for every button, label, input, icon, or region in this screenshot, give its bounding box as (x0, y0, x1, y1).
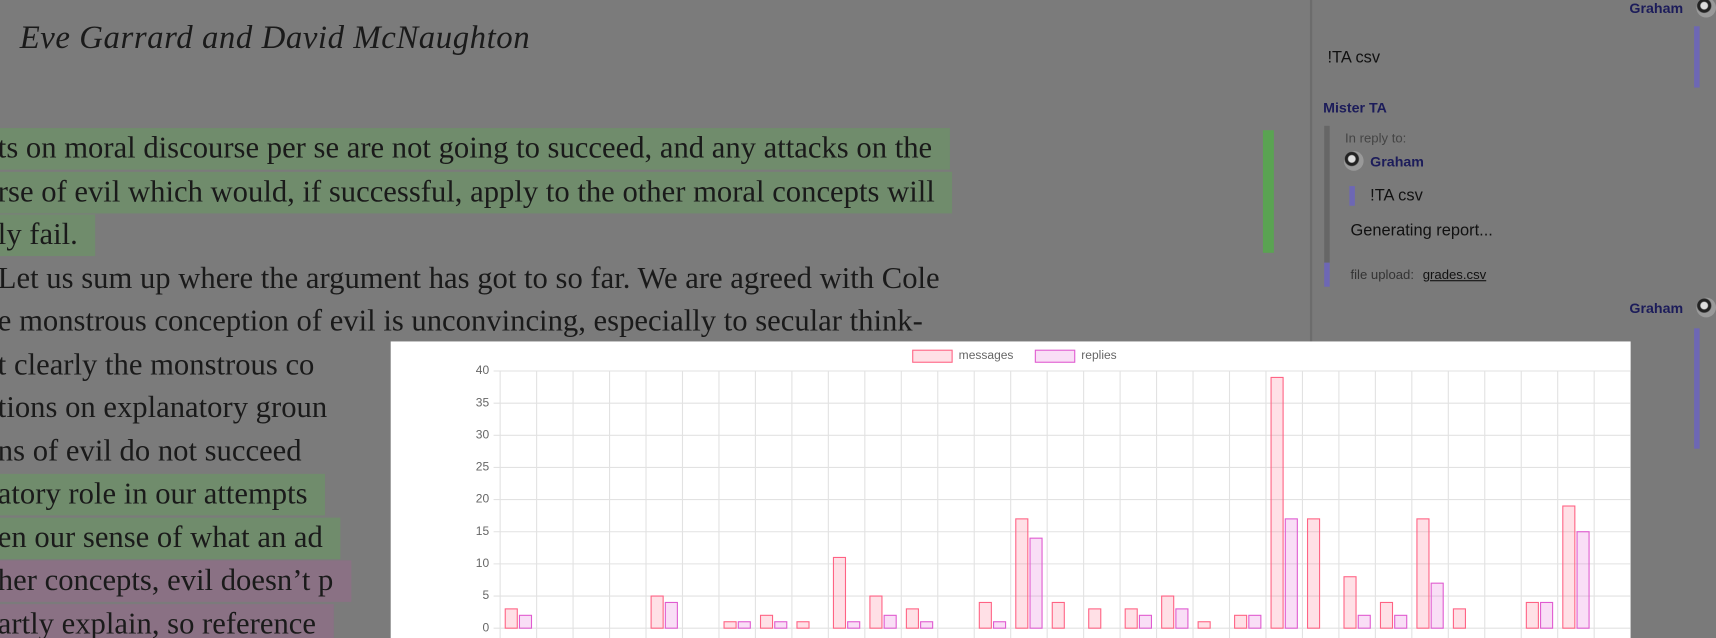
y-tick-label: 5 (483, 588, 490, 602)
bar (664, 601, 678, 629)
bar (1343, 576, 1357, 629)
message-bar (1694, 328, 1700, 449)
text-line: t clearly the monstrous co (0, 347, 315, 382)
bar (518, 614, 533, 629)
bar (883, 614, 897, 629)
legend-swatch (1034, 349, 1076, 363)
text-line: en our sense of what an ad (0, 517, 341, 559)
legend-swatch (912, 349, 953, 363)
text-line: Let us sum up where the argument has got… (0, 261, 940, 295)
bar (1357, 614, 1371, 629)
bar (978, 601, 992, 629)
text-line: ts on moral discourse per se are not goi… (0, 128, 950, 170)
avatar[interactable] (1696, 297, 1716, 318)
bar (1379, 601, 1394, 629)
bar (1416, 518, 1430, 629)
bar (1394, 614, 1408, 629)
bar (1124, 608, 1138, 629)
bar (1029, 537, 1043, 629)
bar (737, 621, 751, 629)
bar (1248, 614, 1262, 629)
bar (993, 621, 1007, 629)
file-label: file upload: (1350, 267, 1415, 283)
bar (1088, 608, 1102, 629)
bar (1525, 601, 1539, 629)
author[interactable]: Mister TA (1323, 99, 1387, 117)
avatar[interactable] (1696, 0, 1716, 18)
reply-author[interactable]: Graham (1370, 153, 1424, 170)
bar (759, 614, 774, 629)
bar (1306, 518, 1321, 629)
bar (920, 621, 934, 629)
y-tick-label: 0 (483, 620, 490, 634)
highlight-marker (1262, 130, 1274, 253)
y-tick-label: 25 (476, 460, 490, 474)
bar (1576, 531, 1590, 629)
bar (1284, 518, 1298, 629)
bar (1197, 621, 1211, 629)
bar (650, 595, 664, 629)
y-tick-label: 20 (476, 492, 490, 506)
text-line: e monstrous conception of evil is unconv… (0, 304, 923, 339)
bar (1161, 595, 1175, 629)
bar (723, 621, 737, 629)
bar (1270, 376, 1284, 629)
legend-label: messages (959, 348, 1014, 362)
bar (1452, 608, 1466, 629)
bar (1430, 582, 1444, 629)
bar (1138, 614, 1153, 629)
file-link[interactable]: grades.csv (1422, 267, 1487, 283)
bar (774, 621, 788, 629)
text-line: ly fail. (0, 214, 96, 257)
y-tick-label: 30 (476, 427, 490, 441)
text-line: artly explain, so reference (0, 603, 334, 638)
y-tick-label: 10 (476, 556, 490, 570)
text-line: her concepts, evil doesn’t p (0, 560, 351, 602)
bar (869, 595, 883, 629)
chart: 0 5 10 15 20 25 30 35 40 messages replies (476, 348, 1631, 638)
bar (504, 608, 518, 629)
reply-label: In reply to: (1345, 130, 1407, 146)
reply-bar (1324, 125, 1330, 263)
bar (1051, 601, 1065, 629)
message-bar (1694, 26, 1700, 88)
doc-title: Eve Garrard and David McNaughton (19, 19, 531, 56)
message-text: Generating report... (1350, 221, 1493, 240)
bar (905, 608, 919, 629)
text-line: atory role in our attempts (0, 473, 326, 516)
author[interactable]: Graham (1629, 0, 1684, 17)
message-bar (1324, 262, 1330, 287)
reply-text: !TA csv (1370, 186, 1423, 205)
bar (1015, 518, 1029, 629)
bar (1540, 601, 1554, 629)
bar (1562, 505, 1576, 629)
bar (1175, 608, 1189, 629)
text-line: ns of evil do not succeed (0, 433, 302, 468)
text-line: rse of evil which would, if successful, … (0, 171, 953, 213)
chart-panel: 0 5 10 15 20 25 30 35 40 messages replies (390, 341, 1631, 638)
bar (847, 621, 861, 629)
author[interactable]: Graham (1629, 299, 1684, 317)
message-text: !TA csv (1327, 48, 1381, 67)
y-tick-label: 35 (476, 395, 490, 409)
bar (796, 621, 810, 629)
y-tick-label: 40 (476, 363, 490, 377)
y-tick-label: 15 (476, 524, 490, 538)
bar (1234, 614, 1248, 629)
quote-bar (1349, 186, 1355, 206)
text-line: tions on explanatory groun (0, 390, 328, 425)
bar (832, 556, 847, 629)
avatar[interactable] (1343, 151, 1364, 171)
legend-label: replies (1081, 348, 1116, 362)
